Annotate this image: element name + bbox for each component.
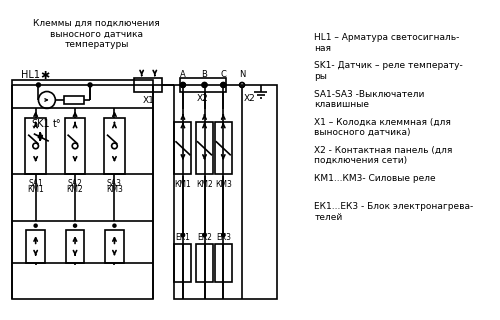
Circle shape	[221, 83, 226, 87]
Text: КМ1: КМ1	[28, 185, 44, 194]
Bar	[180, 78, 226, 92]
Bar	[104, 118, 125, 174]
Circle shape	[88, 83, 92, 87]
Circle shape	[221, 83, 226, 87]
Text: SA1-SA3 -Выключатели: SA1-SA3 -Выключатели	[314, 90, 424, 99]
Text: ЕК1: ЕК1	[176, 233, 190, 242]
Circle shape	[202, 83, 207, 87]
Circle shape	[202, 83, 207, 87]
Circle shape	[222, 234, 224, 236]
Text: телей: телей	[314, 212, 342, 221]
Text: ✱: ✱	[40, 71, 50, 81]
Text: ная: ная	[314, 44, 332, 53]
Bar	[12, 80, 153, 299]
Bar	[64, 118, 86, 174]
Text: Клеммы для подключения
выносного датчика
температуры: Клеммы для подключения выносного датчика…	[33, 19, 160, 49]
Text: SA3: SA3	[107, 179, 122, 188]
Bar	[215, 244, 232, 282]
Circle shape	[113, 224, 116, 227]
Text: ры: ры	[314, 72, 327, 81]
Bar	[105, 230, 124, 263]
Text: SK1- Датчик – реле температу-: SK1- Датчик – реле температу-	[314, 61, 463, 70]
Text: SK1: SK1	[31, 119, 50, 129]
Bar	[64, 96, 84, 104]
Text: B: B	[202, 70, 207, 79]
Text: КМ3: КМ3	[106, 185, 123, 194]
Text: HL1: HL1	[20, 70, 40, 80]
Circle shape	[112, 143, 117, 149]
Text: t°: t°	[52, 119, 61, 129]
Text: ЕК2: ЕК2	[197, 233, 212, 242]
Text: N: N	[239, 70, 245, 79]
Circle shape	[182, 234, 184, 236]
Bar	[26, 230, 45, 263]
Text: ЕК1...ЕК3 - Блок электронагрева-: ЕК1...ЕК3 - Блок электронагрева-	[314, 202, 474, 211]
Bar	[215, 123, 232, 174]
Bar	[134, 78, 162, 92]
Text: КМ3: КМ3	[215, 180, 232, 189]
Circle shape	[222, 234, 224, 236]
Circle shape	[36, 83, 40, 87]
Circle shape	[33, 143, 38, 149]
Circle shape	[38, 92, 56, 108]
Bar	[174, 123, 192, 174]
Circle shape	[74, 224, 76, 227]
Circle shape	[180, 83, 186, 87]
Text: C: C	[220, 70, 226, 79]
Text: A: A	[180, 70, 186, 79]
Circle shape	[180, 83, 186, 87]
Circle shape	[182, 234, 184, 236]
Text: HL1 – Арматура светосигналь-: HL1 – Арматура светосигналь-	[314, 33, 460, 42]
Text: подключения сети): подключения сети)	[314, 156, 408, 165]
Circle shape	[240, 83, 244, 87]
Bar	[174, 244, 192, 282]
Text: выносного датчика): выносного датчика)	[314, 128, 411, 137]
Text: X2: X2	[244, 94, 256, 103]
Circle shape	[72, 143, 78, 149]
Text: X1: X1	[142, 96, 154, 105]
Text: SA1: SA1	[28, 179, 43, 188]
Text: Х1 – Колодка клеммная (для: Х1 – Колодка клеммная (для	[314, 118, 451, 127]
Text: клавишные: клавишные	[314, 100, 370, 109]
Circle shape	[203, 234, 206, 236]
Text: КМ2: КМ2	[66, 185, 84, 194]
Bar	[26, 118, 46, 174]
Text: ЕК3: ЕК3	[216, 233, 231, 242]
Bar	[174, 85, 277, 299]
Text: КМ1: КМ1	[174, 180, 192, 189]
Bar	[66, 230, 84, 263]
Text: КМ1...КМ3- Силовые реле: КМ1...КМ3- Силовые реле	[314, 174, 436, 183]
Bar	[196, 123, 213, 174]
Text: Х2 - Контактная панель (для: Х2 - Контактная панель (для	[314, 146, 452, 155]
Bar	[196, 244, 213, 282]
Text: SA2: SA2	[68, 179, 82, 188]
Circle shape	[34, 224, 37, 227]
Circle shape	[203, 234, 206, 236]
Text: X2: X2	[197, 94, 209, 103]
Circle shape	[240, 83, 244, 87]
Text: КМ2: КМ2	[196, 180, 213, 189]
